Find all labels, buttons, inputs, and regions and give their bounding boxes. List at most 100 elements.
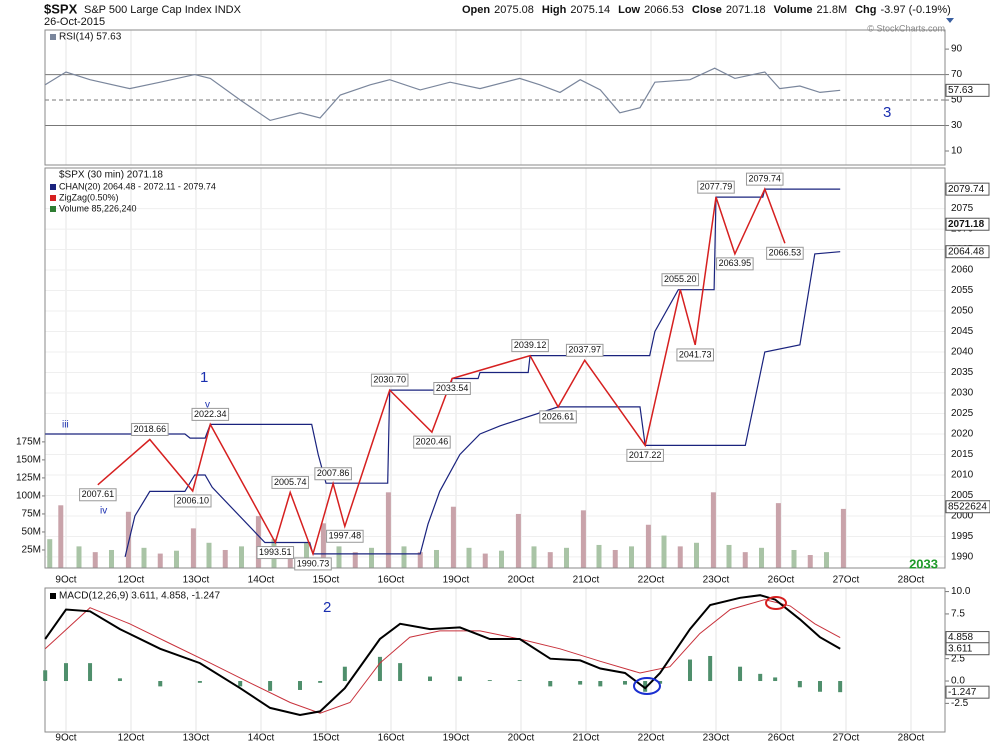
histogram-bar bbox=[758, 673, 763, 682]
quote: Open 2075.08 High 2075.14 Low 2066.53 Close 207… bbox=[462, 4, 951, 16]
wave-label: iv bbox=[100, 506, 107, 517]
x-tick-label: 19Oct bbox=[443, 575, 470, 586]
chg-arrow bbox=[946, 18, 954, 23]
volume-bar bbox=[320, 523, 326, 568]
volume-bar bbox=[92, 552, 98, 568]
y-tick-label: 10.0 bbox=[951, 586, 971, 597]
legend-swatch bbox=[50, 34, 56, 40]
panel-frame bbox=[44, 587, 946, 733]
y-tick-label: 2030 bbox=[951, 388, 974, 399]
volume-bar bbox=[824, 552, 830, 568]
histogram-bar bbox=[342, 666, 347, 682]
zigzag-label-box bbox=[256, 546, 295, 560]
zigzag-label-box bbox=[745, 172, 784, 186]
volume-bar bbox=[417, 552, 423, 568]
histogram-bar bbox=[658, 681, 663, 684]
zigzag-label-box bbox=[661, 273, 700, 287]
y-tick-label: 2060 bbox=[951, 265, 974, 276]
x-tick-label: 19Oct bbox=[443, 733, 470, 744]
histogram-bar bbox=[238, 681, 243, 687]
quote-value: 2071.18 bbox=[726, 4, 766, 16]
zigzag-label-box bbox=[565, 343, 604, 357]
x-tick-label: 26Oct bbox=[768, 575, 795, 586]
zigzag-label-box bbox=[294, 557, 332, 571]
volume-bar bbox=[596, 544, 602, 568]
histogram-bar bbox=[63, 663, 68, 682]
channel-lower bbox=[124, 251, 841, 558]
volume-bar bbox=[759, 547, 765, 568]
volume-bar bbox=[645, 524, 651, 568]
zigzag-label: 2030.70 bbox=[373, 375, 406, 385]
zigzag-label-box bbox=[173, 494, 212, 508]
quote-value: 2075.14 bbox=[570, 4, 610, 16]
histogram-bar bbox=[818, 681, 823, 692]
volume-bar bbox=[661, 535, 667, 568]
zigzag-line bbox=[97, 187, 786, 557]
zigzag-label: 1997.48 bbox=[329, 531, 362, 541]
volume-tick-label: 125M bbox=[16, 473, 41, 484]
volume-bar bbox=[238, 546, 244, 568]
y-tick-label: 2075 bbox=[951, 203, 974, 214]
volume-bar bbox=[173, 550, 179, 568]
volume-bar bbox=[108, 549, 114, 568]
zigzag-label: 2020.46 bbox=[416, 436, 449, 446]
histogram-bar bbox=[297, 681, 302, 690]
x-tick-label: 15Oct bbox=[313, 733, 340, 744]
zigzag-label-box bbox=[79, 488, 117, 502]
x-tick-label: 15Oct bbox=[313, 575, 340, 586]
highlight-circle bbox=[633, 677, 661, 695]
zigzag-label-box bbox=[413, 435, 451, 449]
volume-bar bbox=[141, 547, 147, 568]
panel-title: RSI(14) 57.63 bbox=[59, 32, 122, 43]
x-tick-label: 28Oct bbox=[898, 733, 925, 744]
x-tick-label: 23Oct bbox=[703, 575, 730, 586]
volume-bar bbox=[840, 508, 846, 568]
zigzag-label-box bbox=[326, 529, 364, 543]
zigzag-label: 2055.20 bbox=[664, 274, 697, 284]
volume-bar bbox=[58, 505, 64, 568]
volume-tick-label: 50M bbox=[22, 527, 41, 538]
legend-entry: Volume 85,226,240 bbox=[59, 203, 137, 213]
zigzag-label-box bbox=[370, 373, 409, 387]
x-tick-label: 12Oct bbox=[118, 733, 145, 744]
x-tick-label: 26Oct bbox=[768, 733, 795, 744]
x-tick-label: 9Oct bbox=[55, 575, 76, 586]
volume-bar bbox=[710, 492, 716, 568]
signal-line bbox=[44, 599, 841, 714]
zigzag-label: 1993.51 bbox=[259, 547, 292, 557]
volume-bar bbox=[336, 546, 342, 568]
zigzag-label-box bbox=[766, 246, 804, 260]
volume-bar bbox=[255, 516, 261, 568]
histogram-bar bbox=[268, 681, 273, 691]
zigzag-label: 2007.61 bbox=[82, 489, 115, 499]
zigzag-label: 2007.86 bbox=[317, 468, 350, 478]
volume-bar bbox=[807, 555, 813, 568]
y-tick-label: 1995 bbox=[951, 531, 974, 542]
quote-value: 2075.08 bbox=[494, 4, 534, 16]
value-box-label: 3.611 bbox=[948, 643, 973, 654]
x-tick-label: 16Oct bbox=[378, 733, 405, 744]
value-box bbox=[945, 685, 990, 699]
x-tick-label: 20Oct bbox=[508, 733, 535, 744]
histogram-bar bbox=[398, 663, 403, 682]
x-tick-label: 22Oct bbox=[638, 575, 665, 586]
value-box-label: 8522624 bbox=[948, 501, 987, 512]
y-tick-label: 2.5 bbox=[951, 653, 965, 664]
x-tick-label: 14Oct bbox=[248, 575, 275, 586]
zigzag-label: 2026.61 bbox=[542, 411, 575, 421]
y-tick-label: 2040 bbox=[951, 347, 974, 358]
y-tick-label: 90 bbox=[951, 44, 963, 55]
quote-label: Chg bbox=[855, 4, 876, 16]
quote-label: Low bbox=[618, 4, 640, 16]
y-tick-label: 2020 bbox=[951, 429, 974, 440]
value-box-label: -1.247 bbox=[948, 687, 977, 698]
value-box bbox=[945, 217, 990, 231]
zigzag-label-box bbox=[314, 467, 352, 481]
histogram-bar bbox=[738, 666, 743, 682]
y-tick-label: 1990 bbox=[951, 552, 974, 563]
value-box bbox=[945, 83, 990, 97]
x-tick-label: 28Oct bbox=[898, 575, 925, 586]
histogram-bar bbox=[643, 681, 648, 692]
histogram-bar bbox=[487, 680, 492, 682]
